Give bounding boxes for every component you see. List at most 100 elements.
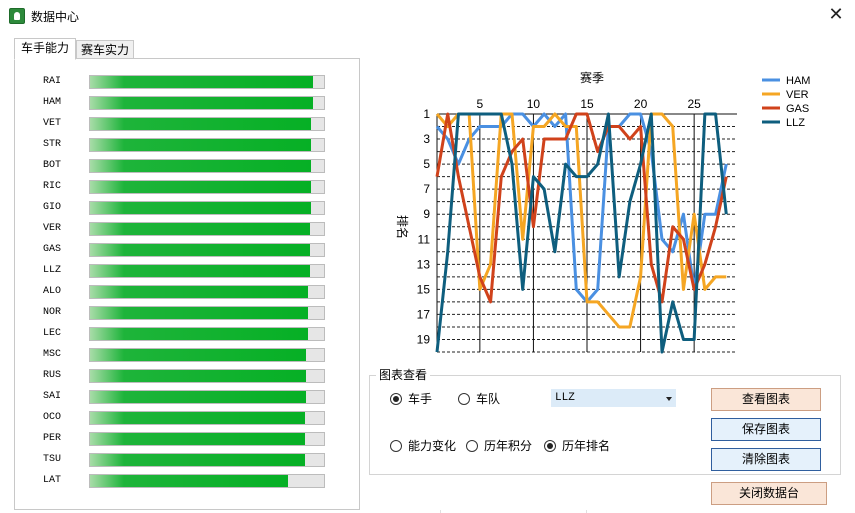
legend-label: VER: [786, 89, 809, 101]
driver-code: RUS: [43, 370, 62, 381]
x-tick-label: 25: [687, 97, 701, 111]
driver-code: BOT: [43, 160, 62, 171]
y-tick-label: 1: [423, 107, 430, 121]
ability-progress-fill: [90, 223, 310, 235]
ability-progress-bar: [89, 474, 325, 488]
y-tick-label: 19: [417, 332, 431, 346]
driver-row: LAT: [15, 473, 355, 489]
ability-progress-bar: [89, 117, 325, 131]
radio-history-rank-indicator: [544, 440, 556, 452]
driver-row: PER: [15, 431, 355, 447]
ability-progress-fill: [90, 307, 308, 319]
driver-row: LLZ: [15, 263, 355, 279]
radio-team-indicator: [458, 393, 470, 405]
legend-label: GAS: [786, 103, 809, 115]
driver-code: STR: [43, 139, 62, 150]
driver-ability-panel: RAI HAM VET STR BOT RIC GIO VER GAS LLZ ALO NOR LEC M…: [14, 58, 360, 510]
ability-progress-bar: [89, 306, 325, 320]
ability-progress-bar: [89, 264, 325, 278]
ability-progress-bar: [89, 411, 325, 425]
save-chart-button[interactable]: 保存图表: [711, 418, 821, 441]
ability-progress-bar: [89, 285, 325, 299]
driver-row: RUS: [15, 368, 355, 384]
ability-progress-fill: [90, 118, 311, 130]
driver-select[interactable]: LLZ: [551, 389, 676, 407]
y-tick-label: 13: [417, 257, 431, 271]
ability-progress-bar: [89, 369, 325, 383]
driver-code: TSU: [43, 454, 62, 465]
driver-code: PER: [43, 433, 62, 444]
driver-row: TSU: [15, 452, 355, 468]
driver-row: OCO: [15, 410, 355, 426]
radio-ability-change-label: 能力变化: [408, 439, 457, 453]
chart-options-group: [369, 375, 841, 475]
driver-code: LAT: [43, 475, 62, 486]
radio-team-label: 车队: [476, 392, 501, 406]
y-axis-title: 排名: [395, 215, 410, 239]
series-line-llz: [435, 112, 728, 354]
chart-options-title: 图表查看: [376, 366, 431, 383]
driver-row: ALO: [15, 284, 355, 300]
x-tick-label: 20: [634, 97, 648, 111]
driver-code: MSC: [43, 349, 62, 360]
ability-progress-fill: [90, 181, 311, 193]
driver-code: NOR: [43, 307, 62, 318]
driver-row: STR: [15, 137, 355, 153]
ability-progress-fill: [90, 244, 310, 256]
legend-label: HAM: [786, 75, 810, 87]
driver-code: HAM: [43, 97, 62, 108]
y-tick-label: 15: [417, 282, 431, 296]
ability-progress-bar: [89, 96, 325, 110]
driver-code: GAS: [43, 244, 62, 255]
ability-progress-fill: [90, 139, 311, 151]
driver-code: RAI: [43, 76, 62, 87]
close-icon[interactable]: ✕: [828, 4, 844, 25]
driver-code: LEC: [43, 328, 62, 339]
x-tick-label: 5: [477, 97, 484, 111]
ability-progress-fill: [90, 454, 305, 466]
ability-progress-fill: [90, 349, 306, 361]
chevron-down-icon[interactable]: [666, 397, 672, 401]
resize-divider: [586, 510, 587, 513]
ability-progress-fill: [90, 202, 311, 214]
clear-chart-button[interactable]: 清除图表: [711, 448, 821, 471]
ability-progress-bar: [89, 138, 325, 152]
driver-code: OCO: [43, 412, 62, 423]
driver-code: SAI: [43, 391, 62, 402]
view-chart-button[interactable]: 查看图表: [711, 388, 821, 411]
resize-divider: [440, 510, 441, 513]
x-tick-label: 15: [580, 97, 594, 111]
driver-code: VER: [43, 223, 62, 234]
y-tick-label: 17: [417, 307, 431, 321]
ability-progress-bar: [89, 390, 325, 404]
radio-driver-label: 车手: [408, 392, 433, 406]
tab-driver-ability[interactable]: 车手能力: [14, 38, 76, 60]
radio-history-points-indicator: [466, 440, 478, 452]
driver-select-value: LLZ: [555, 392, 575, 404]
ability-progress-bar: [89, 348, 325, 362]
series-line-ver: [435, 112, 727, 329]
ability-progress-fill: [90, 286, 308, 298]
ability-progress-fill: [90, 433, 305, 445]
close-datacenter-button[interactable]: 关闭数据台: [711, 482, 827, 505]
radio-history-points-label: 历年积分: [484, 439, 533, 453]
ability-progress-bar: [89, 75, 325, 89]
ability-progress-bar: [89, 159, 325, 173]
ability-progress-bar: [89, 453, 325, 467]
ability-progress-bar: [89, 243, 325, 257]
y-tick-label: 9: [423, 207, 430, 221]
driver-row: VER: [15, 221, 355, 237]
ability-progress-fill: [90, 412, 305, 424]
driver-code: VET: [43, 118, 62, 129]
rank-history-chart: 5 10 15 20 25 1 3 5 7 9 11 13 15 17 19 赛季 排名 HAM VER GAS LLZ: [380, 62, 840, 362]
driver-code: LLZ: [43, 265, 62, 276]
ability-progress-bar: [89, 222, 325, 236]
ability-progress-fill: [90, 370, 306, 382]
driver-code: GIO: [43, 202, 62, 213]
window-title: 数据中心: [31, 10, 80, 24]
ability-progress-fill: [90, 265, 310, 277]
ability-progress-bar: [89, 180, 325, 194]
app-icon: [9, 8, 25, 24]
driver-row: MSC: [15, 347, 355, 363]
ability-progress-fill: [90, 160, 311, 172]
